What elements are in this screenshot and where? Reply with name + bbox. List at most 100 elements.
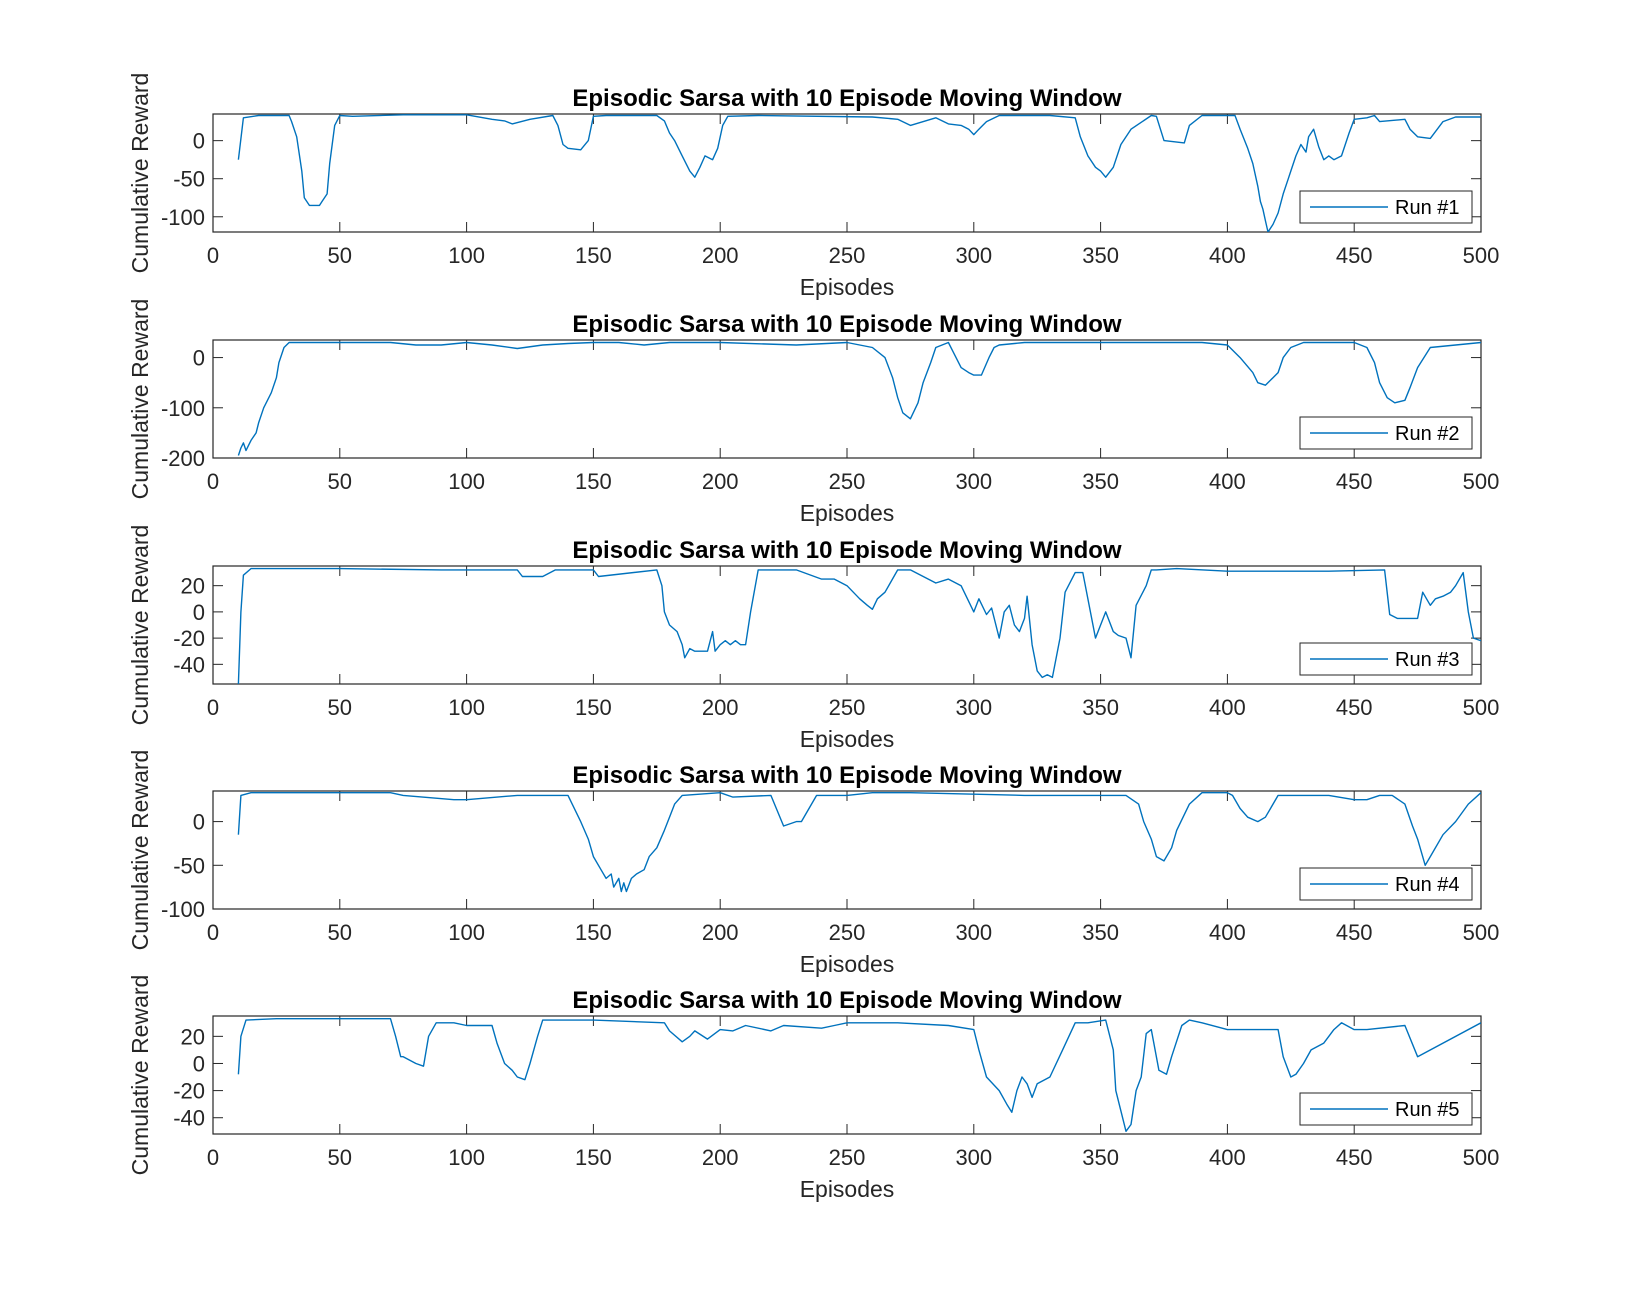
y-tick-label: -40 (173, 652, 205, 677)
plot-area (212, 565, 1482, 685)
x-tick-label: 0 (207, 1145, 219, 1170)
x-tick-label: 100 (448, 1145, 485, 1170)
plot-area (212, 1015, 1482, 1135)
legend-entry: Run #5 (1395, 1099, 1460, 1121)
x-tick-label: 450 (1336, 469, 1373, 494)
legend-entry: Run #4 (1395, 874, 1460, 896)
x-tick-label: 0 (207, 695, 219, 720)
x-tick-label: 150 (575, 920, 612, 945)
subplot-1: 0 50 100 150 200 250 300 350 400 450 500 -100 -50 0 Ep… (127, 73, 1499, 300)
x-tick-label: 450 (1336, 1145, 1373, 1170)
x-tick-label: 300 (955, 469, 992, 494)
subplot-2: 0 50 100 150 200 250 300 350 400 450 500 -200 -100 0 E… (127, 299, 1499, 526)
x-tick-label: 250 (829, 469, 866, 494)
plot-area (212, 339, 1482, 459)
legend: Run #5 (1299, 1092, 1473, 1126)
x-tick-label: 450 (1336, 695, 1373, 720)
x-tick-label: 50 (328, 243, 352, 268)
x-tick-label: 50 (328, 920, 352, 945)
x-axis-label: Episodes (800, 274, 895, 300)
x-tick-label: 300 (955, 243, 992, 268)
y-tick-label: -200 (161, 446, 205, 471)
chart-title: Episodic Sarsa with 10 Episode Moving Wi… (572, 85, 1122, 112)
x-tick-label: 400 (1209, 469, 1246, 494)
x-tick-label: 0 (207, 469, 219, 494)
y-tick-label: -100 (161, 205, 205, 230)
x-tick-label: 500 (1463, 695, 1500, 720)
y-tick-label: 0 (193, 600, 205, 625)
chart-title: Episodic Sarsa with 10 Episode Moving Wi… (572, 987, 1122, 1014)
x-tick-label: 500 (1463, 920, 1500, 945)
y-tick-label: -20 (173, 1079, 205, 1104)
x-tick-label: 450 (1336, 920, 1373, 945)
chart-title: Episodic Sarsa with 10 Episode Moving Wi… (572, 311, 1122, 338)
series-line-1 (237, 792, 1481, 893)
legend-entry: Run #2 (1395, 423, 1460, 445)
x-tick-label: 400 (1209, 920, 1246, 945)
x-tick-label: 50 (328, 469, 352, 494)
x-tick-label: 250 (829, 243, 866, 268)
x-tick-label: 400 (1209, 243, 1246, 268)
series-line-1 (237, 1018, 1481, 1133)
x-tick-label: 500 (1463, 1145, 1500, 1170)
y-tick-label: 0 (193, 1051, 205, 1076)
subplot-4: 0 50 100 150 200 250 300 350 400 450 500 -100 -50 0 Ep… (127, 750, 1499, 977)
x-tick-label: 300 (955, 1145, 992, 1170)
x-tick-label: 100 (448, 243, 485, 268)
x-tick-label: 250 (829, 695, 866, 720)
x-tick-label: 450 (1336, 243, 1373, 268)
series-line-1 (237, 341, 1481, 456)
legend-entry: Run #3 (1395, 649, 1460, 671)
x-tick-label: 200 (702, 695, 739, 720)
x-tick-label: 350 (1082, 469, 1119, 494)
y-tick-label: -20 (173, 626, 205, 651)
x-tick-label: 200 (702, 469, 739, 494)
series-line-1 (237, 114, 1481, 232)
legend: Run #4 (1299, 867, 1473, 901)
x-axis-label: Episodes (800, 500, 895, 526)
x-tick-label: 350 (1082, 243, 1119, 268)
x-axis-label: Episodes (800, 1176, 895, 1202)
y-tick-label: 20 (181, 1024, 205, 1049)
legend: Run #1 (1299, 190, 1473, 224)
y-axis-label: Cumulative Reward (127, 525, 153, 726)
x-tick-label: 400 (1209, 695, 1246, 720)
x-tick-label: 0 (207, 243, 219, 268)
y-tick-label: -50 (173, 167, 205, 192)
y-axis-label: Cumulative Reward (127, 750, 153, 951)
x-tick-label: 300 (955, 695, 992, 720)
x-tick-label: 400 (1209, 1145, 1246, 1170)
x-axis-label: Episodes (800, 951, 895, 977)
subplot-5: 0 50 100 150 200 250 300 350 400 450 500-40-20020E… (127, 975, 1499, 1202)
y-tick-label: 0 (193, 810, 205, 835)
x-tick-label: 150 (575, 1145, 612, 1170)
y-axis-label: Cumulative Reward (127, 73, 153, 274)
x-tick-label: 100 (448, 695, 485, 720)
y-tick-label: 20 (181, 574, 205, 599)
x-tick-label: 150 (575, 243, 612, 268)
x-tick-label: 0 (207, 920, 219, 945)
y-tick-label: 0 (193, 129, 205, 154)
x-tick-label: 350 (1082, 1145, 1119, 1170)
legend-entry: Run #1 (1395, 197, 1460, 219)
plot-area (212, 790, 1482, 910)
x-tick-label: 500 (1463, 243, 1500, 268)
legend: Run #3 (1299, 642, 1473, 676)
x-tick-label: 500 (1463, 469, 1500, 494)
x-tick-label: 250 (829, 920, 866, 945)
y-tick-label: -40 (173, 1106, 205, 1131)
y-tick-label: -100 (161, 396, 205, 421)
legend: Run #2 (1299, 416, 1473, 450)
x-tick-label: 100 (448, 469, 485, 494)
x-tick-label: 350 (1082, 920, 1119, 945)
y-axis-label: Cumulative Reward (127, 975, 153, 1176)
x-tick-label: 150 (575, 469, 612, 494)
chart-title: Episodic Sarsa with 10 Episode Moving Wi… (572, 762, 1122, 789)
x-tick-label: 200 (702, 243, 739, 268)
x-tick-label: 200 (702, 920, 739, 945)
subplot-3: 0 50 100 150 200 250 300 350 400 450 500-40-20020E… (127, 525, 1499, 752)
plot-area (212, 113, 1482, 233)
x-tick-label: 350 (1082, 695, 1119, 720)
y-tick-label: -50 (173, 853, 205, 878)
